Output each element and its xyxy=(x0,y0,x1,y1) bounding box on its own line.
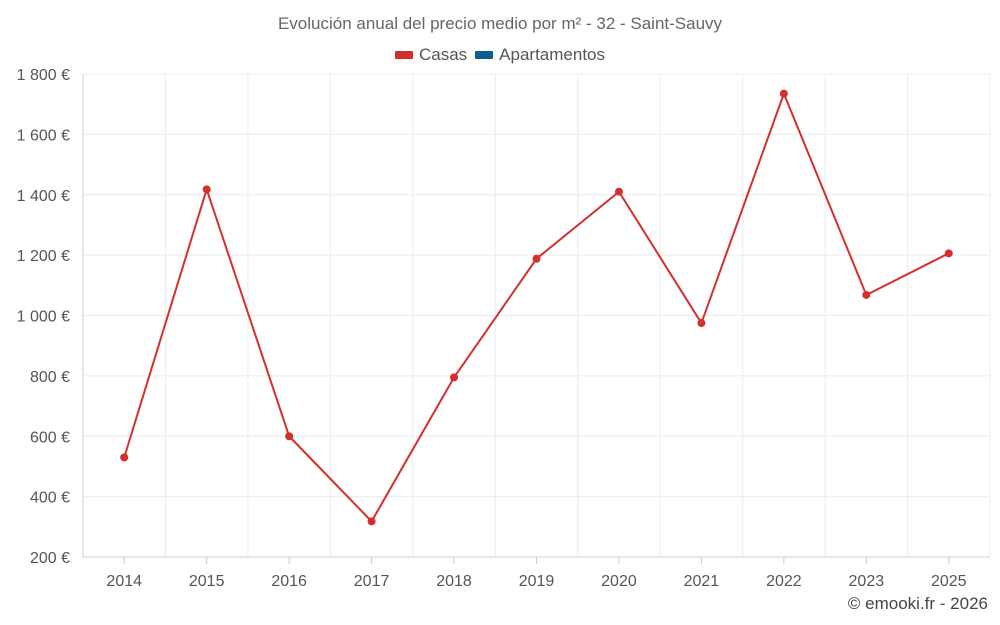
y-tick-label: 1 000 € xyxy=(17,309,70,326)
x-tick-label: 2022 xyxy=(766,573,802,590)
data-point-casas[interactable] xyxy=(697,319,706,328)
x-tick-label: 2020 xyxy=(601,573,637,590)
x-tick-label: 2025 xyxy=(931,573,967,590)
x-tick-label: 2014 xyxy=(106,573,142,590)
legend-swatch-apartamentos xyxy=(475,51,494,59)
data-points xyxy=(120,89,953,526)
y-tick-label: 400 € xyxy=(30,490,70,507)
copyright-credit: © emooki.fr - 2026 xyxy=(847,594,988,613)
data-point-casas[interactable] xyxy=(450,373,459,382)
data-point-casas[interactable] xyxy=(862,290,871,299)
y-tick-label: 800 € xyxy=(30,369,70,386)
legend-item-apartamentos[interactable]: Apartamentos xyxy=(475,45,605,65)
x-tick-label: 2015 xyxy=(189,573,225,590)
y-tick-label: 1 800 € xyxy=(17,67,70,84)
y-tick-label: 600 € xyxy=(30,429,70,446)
legend-item-casas[interactable]: Casas xyxy=(394,45,468,65)
x-tick-label: 2019 xyxy=(519,573,555,590)
y-tick-label: 1 600 € xyxy=(17,127,70,144)
y-tick-label: 1 200 € xyxy=(17,248,70,265)
x-tick-label: 2023 xyxy=(849,573,885,590)
data-point-casas[interactable] xyxy=(367,517,376,526)
legend-swatch-casas xyxy=(394,51,413,59)
data-point-casas[interactable] xyxy=(944,249,953,258)
data-point-casas[interactable] xyxy=(202,185,211,194)
y-tick-label: 200 € xyxy=(30,550,70,567)
data-point-casas[interactable] xyxy=(614,187,623,196)
chart-title: Evolución anual del precio medio por m² … xyxy=(277,14,723,33)
data-point-casas[interactable] xyxy=(285,432,294,441)
legend-label-casas: Casas xyxy=(418,45,468,64)
x-tick-label: 2017 xyxy=(354,573,390,590)
legend: Casas Apartamentos xyxy=(0,45,1000,65)
x-axis-tick-labels: 2014 2015 2016 2017 2018 2019 2020 2021 2022 2023… xyxy=(106,573,966,590)
x-tick-label: 2018 xyxy=(436,573,472,590)
data-point-casas[interactable] xyxy=(532,254,541,263)
legend-label-apartamentos: Apartamentos xyxy=(499,45,606,64)
data-point-casas[interactable] xyxy=(120,453,129,462)
x-tick-label: 2021 xyxy=(684,573,720,590)
y-axis-tick-labels: 200 € 400 € 600 € 800 € 1 000 € 1 200 € 1 400 … xyxy=(17,67,70,567)
data-point-casas[interactable] xyxy=(779,89,788,98)
y-tick-label: 1 400 € xyxy=(17,188,70,205)
x-tick-label: 2016 xyxy=(271,573,307,590)
grid-lines xyxy=(83,73,991,557)
axes xyxy=(82,74,990,564)
